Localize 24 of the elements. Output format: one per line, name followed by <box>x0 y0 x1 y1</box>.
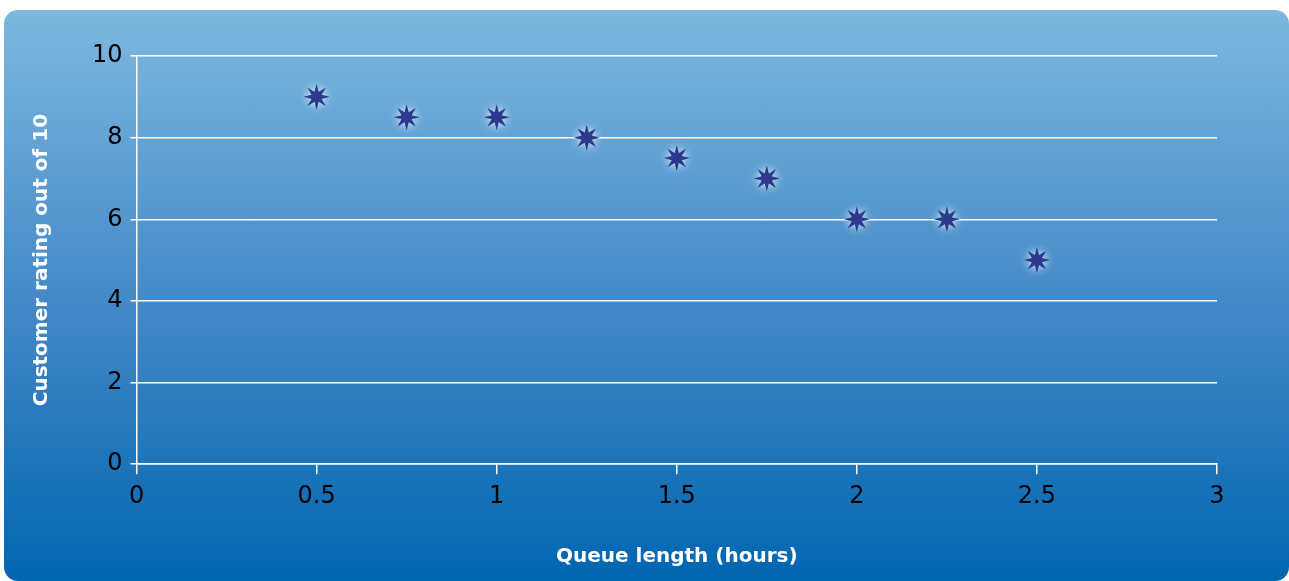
y-axis-title: Customer rating out of 10 <box>28 113 53 407</box>
x-axis-title: Queue length (hours) <box>555 543 798 568</box>
point <box>1023 247 1050 274</box>
x-tick-label: 1 <box>489 480 505 509</box>
point <box>663 145 690 172</box>
point <box>753 165 780 192</box>
point <box>483 104 510 131</box>
x-tick-label: 2 <box>849 480 865 509</box>
y-tick-label: 6 <box>107 203 123 232</box>
y-tick-label: 8 <box>107 121 123 150</box>
x-tick-label: 1.5 <box>657 480 696 509</box>
y-tick-label: 4 <box>107 285 123 314</box>
point <box>303 83 330 110</box>
y-tick-label: 0 <box>107 448 123 477</box>
point <box>393 104 420 131</box>
x-tick-label: 3 <box>1209 480 1225 509</box>
x-tick-label: 0 <box>128 480 145 509</box>
point <box>843 206 870 233</box>
x-tick-label: 2.5 <box>1017 480 1057 509</box>
y-tick-label: 10 <box>91 40 123 69</box>
point <box>933 206 960 233</box>
x-tick-label: 0.5 <box>297 480 336 509</box>
point <box>573 124 600 151</box>
y-tick-label: 2 <box>107 366 123 395</box>
